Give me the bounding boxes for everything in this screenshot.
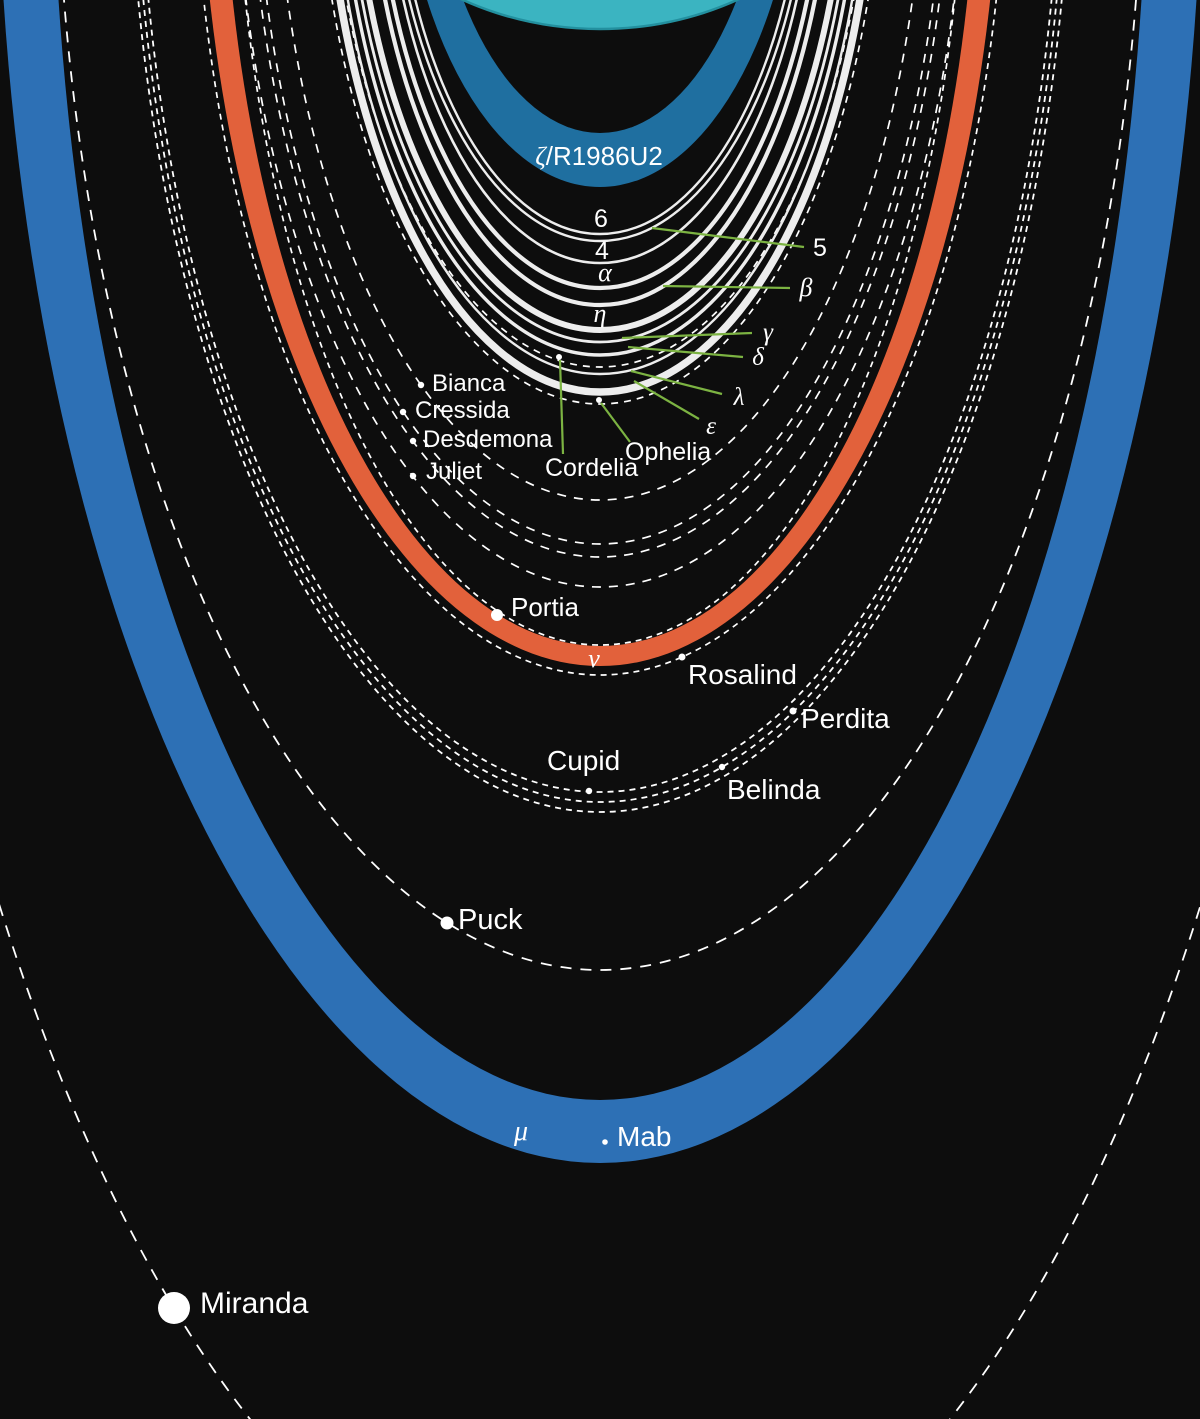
orbit-perdita — [137, 0, 1063, 813]
label-mu-ring: μ — [513, 1116, 528, 1147]
ring-lambda — [346, 0, 854, 376]
pointer-line-gamma — [621, 331, 753, 340]
label-nu-ring: ν — [588, 644, 600, 673]
pointer-line-lambda — [630, 369, 723, 396]
moon-dot-belinda — [718, 763, 726, 771]
label-ophelia: Ophelia — [625, 438, 711, 466]
label-cupid: Cupid — [547, 745, 620, 776]
moon-dot-ophelia — [596, 397, 602, 403]
moon-dot-rosalind — [678, 653, 686, 661]
orbit-juliet — [245, 0, 955, 588]
moon-dot-perdita — [789, 707, 797, 715]
label-miranda: Miranda — [200, 1287, 309, 1320]
label-ring-6: 6 — [594, 205, 608, 233]
label-cressida: Cressida — [415, 397, 510, 424]
planet-uranus — [460, 0, 740, 31]
moon-dot-bianca — [417, 381, 425, 389]
label-ring-delta: δ — [752, 344, 764, 371]
ring-epsilon — [336, 0, 864, 396]
label-belinda: Belinda — [727, 774, 821, 805]
pointer-line-delta — [627, 345, 744, 359]
moon-dot-puck — [440, 916, 454, 930]
label-desdemona: Desdemona — [423, 426, 553, 453]
label-mab: Mab — [617, 1121, 671, 1152]
label-cordelia: Cordelia — [545, 454, 638, 482]
moon-dot-cordelia — [556, 354, 562, 360]
orbit-cressida — [265, 0, 935, 545]
moon-dot-desdemona — [409, 437, 417, 445]
pointer-line-ring-5 — [651, 226, 805, 249]
moon-dot-cressida — [399, 408, 407, 416]
orbit-cupid — [147, 0, 1053, 793]
moon-dot-mab — [602, 1139, 608, 1145]
ring-beta — [383, 0, 817, 307]
ring-gamma — [360, 0, 840, 344]
label-zeta-greek: ζ — [535, 142, 547, 171]
label-rosalind: Rosalind — [688, 659, 797, 690]
label-puck: Puck — [458, 904, 523, 936]
label-ring-eta: η — [594, 299, 607, 328]
pointer-line-ophelia — [600, 402, 631, 443]
ring-delta — [353, 0, 847, 357]
ring-5 — [408, 0, 792, 243]
zeta-ring-band-inner — [463, 0, 737, 133]
pointer-line-cordelia — [558, 359, 565, 455]
orbit-ophelia — [331, 0, 869, 405]
label-ring-lambda: λ — [733, 384, 745, 411]
label-ring-epsilon: ε — [706, 413, 716, 440]
moon-dot-cupid — [585, 787, 593, 795]
label-ring-gamma: γ — [763, 319, 774, 346]
orbit-belinda — [142, 0, 1058, 803]
label-bianca: Bianca — [432, 370, 506, 397]
label-perdita: Perdita — [801, 703, 890, 734]
label-portia: Portia — [511, 592, 579, 622]
label-ring-beta: β — [799, 273, 813, 302]
moon-dot-juliet — [409, 472, 417, 480]
label-ring-5: 5 — [813, 234, 827, 262]
ring-alpha — [390, 0, 810, 290]
label-ring-alpha: α — [598, 258, 613, 287]
moon-dot-miranda — [158, 1292, 190, 1324]
pointer-line-epsilon — [633, 380, 700, 420]
ring-4 — [402, 0, 798, 265]
label-juliet: Juliet — [426, 458, 482, 485]
label-ring-4: 4 — [595, 237, 609, 265]
ring-6 — [414, 0, 786, 236]
ring-eta — [366, 0, 834, 333]
pointer-line-beta — [662, 284, 791, 290]
orbit-cordelia — [345, 0, 855, 368]
label-zeta-ring: ζ/R1986U2 — [535, 141, 663, 171]
label-zeta-designation: /R1986U2 — [546, 141, 663, 171]
moon-dot-portia — [491, 609, 503, 621]
